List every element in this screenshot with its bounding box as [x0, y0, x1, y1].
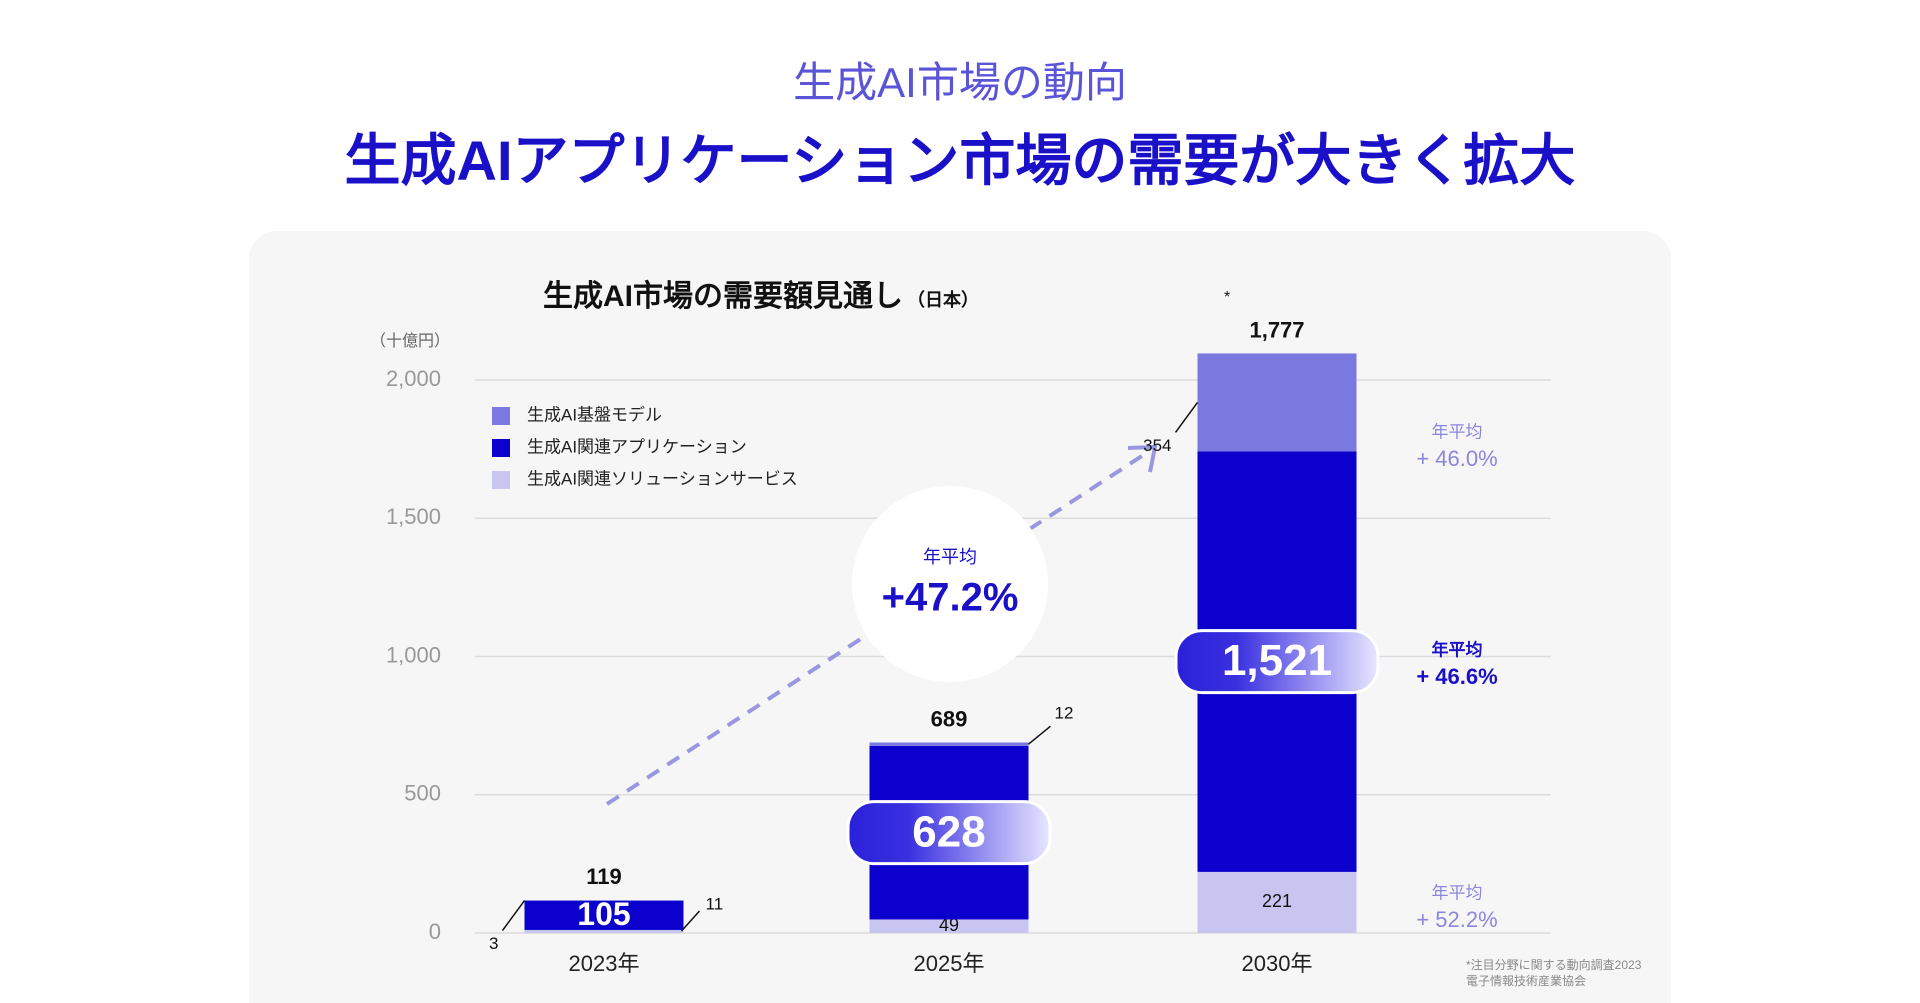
bar-segment: [1197, 353, 1357, 452]
y-unit: （十億円）: [370, 332, 450, 350]
legend-swatch: [492, 407, 510, 425]
bar-segment: [869, 742, 1029, 746]
value-pill: [1174, 629, 1380, 695]
total-label: 1,777: [1249, 317, 1304, 342]
growth-value: +47.2%: [882, 576, 1019, 620]
title: 生成AIアプリケーション市場の需要が大きく拡大: [345, 129, 1576, 192]
bar-segment: [1197, 871, 1357, 933]
series-growth-label: 年平均: [1432, 639, 1483, 659]
bar-segment: [524, 929, 684, 933]
footnote: *注目分野に関する動向調査2023: [1466, 957, 1642, 972]
total-label: 689: [931, 706, 968, 731]
trend-arrow-head: [1127, 444, 1158, 473]
segment-label: 12: [1055, 704, 1074, 723]
segment-label: 628: [912, 807, 985, 856]
leader-line: [501, 900, 526, 931]
segment-label: 354: [1143, 436, 1171, 455]
x-tick-label: 2030年: [1242, 951, 1313, 976]
series-growth-label: 年平均: [1432, 883, 1483, 902]
chart-title-mark: *: [1224, 289, 1230, 306]
chart-title-note: （日本）: [907, 289, 979, 310]
y-tick-label: 1,500: [386, 504, 441, 529]
y-tick-label: 1,000: [386, 642, 441, 667]
series-growth-value: + 52.2%: [1416, 907, 1497, 932]
x-tick-label: 2023年: [569, 951, 640, 976]
bar-segment: [869, 919, 1029, 933]
segment-label: 221: [1262, 891, 1292, 911]
y-tick-label: 500: [404, 781, 441, 806]
segment-label: 1,521: [1222, 636, 1332, 685]
bar-segment: [524, 900, 684, 901]
y-tick-label: 2,000: [386, 366, 441, 391]
y-tick-label: 0: [429, 919, 441, 944]
legend-label: 生成AI関連ソリューションサービス: [527, 469, 798, 488]
series-growth-value: + 46.0%: [1416, 446, 1497, 471]
segment-label: 49: [939, 915, 959, 935]
growth-label: 年平均: [923, 547, 977, 567]
legend-swatch: [492, 439, 510, 457]
leader-line: [680, 910, 701, 932]
subtitle: 生成AI市場の動向: [793, 59, 1127, 106]
legend-label: 生成AI関連アプリケーション: [527, 437, 747, 456]
legend-label: 生成AI基盤モデル: [527, 404, 662, 424]
legend-swatch: [492, 471, 510, 489]
value-pill: [846, 800, 1052, 866]
segment-label: 105: [577, 896, 630, 932]
leader-line: [1174, 401, 1199, 433]
x-tick-label: 2025年: [914, 951, 985, 976]
chart-title: 生成AI市場の需要額見通し: [543, 279, 903, 313]
footnote: 電子情報技術産業協会: [1466, 973, 1586, 988]
segment-label: 3: [489, 934, 498, 953]
total-label: 119: [586, 864, 622, 889]
series-growth-value: + 46.6%: [1416, 664, 1497, 689]
series-growth-label: 年平均: [1432, 422, 1483, 441]
bar-segment: [524, 900, 684, 930]
leader-line: [1028, 725, 1051, 745]
growth-bubble: [852, 486, 1048, 682]
segment-label: 11: [706, 894, 724, 913]
